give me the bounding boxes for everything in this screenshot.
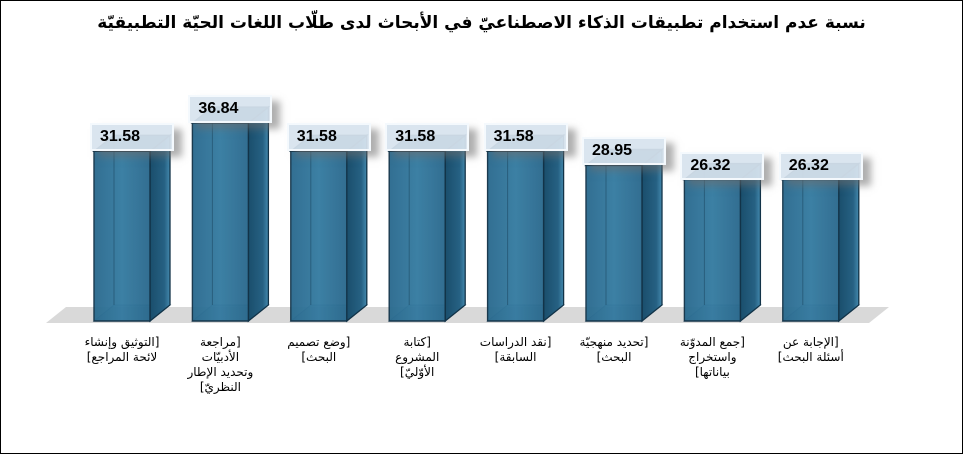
category-label-6: [تحديد منهجيّة البحث] <box>552 335 676 365</box>
category-label-line: واستخراج <box>688 350 737 364</box>
category-label-line: [التوثيق وإنشاء <box>84 335 160 349</box>
category-label-3: [وضع تصميم البحث] <box>257 335 381 365</box>
category-label-line: [مراجعة <box>200 335 241 349</box>
bar-7 <box>682 162 763 323</box>
bar-8 <box>780 162 861 323</box>
bar-6 <box>584 148 664 323</box>
category-label-line: الأدبيّات <box>201 350 240 364</box>
category-label-line: [وضع تصميم <box>287 335 351 349</box>
category-label-2: [مراجعة الأدبيّات وتحديد الإطار النظريّ] <box>158 335 282 395</box>
category-label-7: [جمع المدوّنة واستخراج بياناتها] <box>650 335 774 380</box>
category-label-line: وتحديد الإطار <box>187 365 254 379</box>
category-label-line: المشروع <box>395 350 440 364</box>
category-label-line: البحث] <box>301 350 337 364</box>
category-label-5: [نقد الدراسات السابقة] <box>454 335 578 365</box>
data-label-4: 31.58 <box>385 123 470 152</box>
data-label-3: 31.58 <box>286 123 371 152</box>
category-label-line: [نقد الدراسات <box>479 335 552 349</box>
bar-1 <box>92 133 172 323</box>
bar-3 <box>288 133 369 323</box>
category-label-line: [الإجابة عن <box>782 335 839 349</box>
category-label-line: لائحة المراجع] <box>86 350 158 364</box>
category-label-4: [كتابة المشروع الأوّليّ] <box>355 335 479 380</box>
category-label-line: [تحديد منهجيّة <box>579 335 649 349</box>
category-label-line: النظريّ] <box>199 380 241 394</box>
data-label-8: 26.32 <box>778 151 863 180</box>
data-label-5: 31.58 <box>483 123 568 152</box>
data-label-7: 26.32 <box>680 151 765 180</box>
bar-5 <box>485 133 566 323</box>
category-label-line: بياناتها] <box>694 365 730 379</box>
data-label-1: 31.58 <box>90 123 174 152</box>
data-label-6: 28.95 <box>582 137 666 166</box>
category-label-line: أسئلة البحث] <box>777 350 844 364</box>
category-label-1: [التوثيق وإنشاء لائحة المراجع] <box>60 335 184 365</box>
data-label-2: 36.84 <box>188 95 273 124</box>
category-label-line: البحث] <box>596 350 632 364</box>
bar-2 <box>190 105 271 323</box>
category-label-8: [الإجابة عن أسئلة البحث] <box>749 335 873 365</box>
category-label-line: [جمع المدوّنة <box>679 335 745 349</box>
category-label-line: الأوّليّ] <box>400 365 435 379</box>
floor-and-bars <box>46 105 889 323</box>
bar-4 <box>387 133 468 323</box>
category-label-line: السابقة] <box>494 350 537 364</box>
chart-floor <box>46 307 889 323</box>
category-label-line: [كتابة <box>403 335 431 349</box>
chart-title: نسبة عدم استخدام تطبيقات الذكاء الاصطناع… <box>97 13 866 33</box>
